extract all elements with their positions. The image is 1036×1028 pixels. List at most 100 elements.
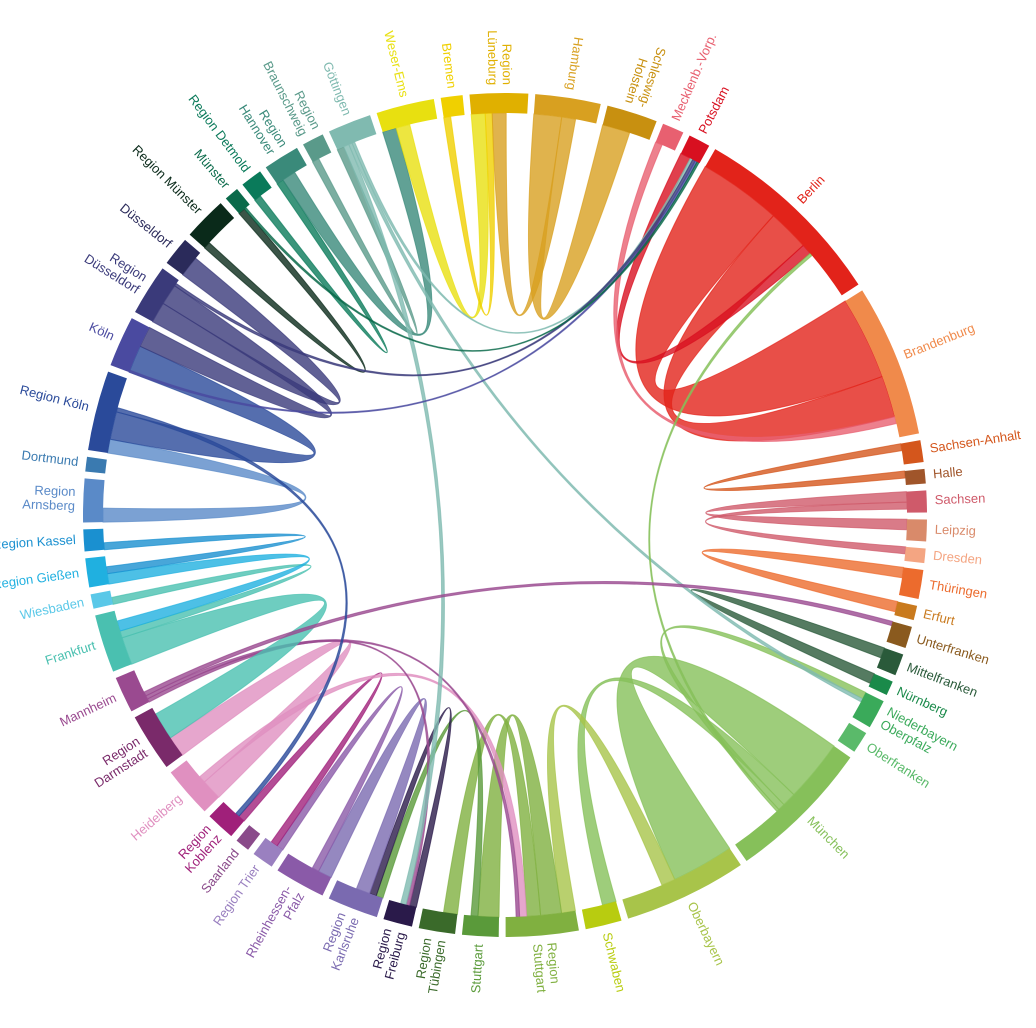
segment-arc: [328, 115, 377, 150]
label-line: Mannheim: [57, 690, 118, 729]
segment-label: RegionKarlsruhe: [315, 910, 362, 972]
label-line: Wiesbaden: [19, 595, 86, 623]
label-line: Stuttgart: [530, 943, 549, 994]
segment-label: Weser-Ems: [381, 29, 412, 99]
segment-arc: [894, 601, 918, 621]
chord-ribbon: [368, 707, 452, 908]
label-line: Frankfurt: [43, 638, 97, 668]
label-line: Dortmund: [21, 448, 79, 470]
segment-arc: [735, 746, 851, 862]
label-line: Unterfranken: [915, 632, 991, 668]
segment-arc: [898, 567, 924, 600]
label-line: Sachsen-Anhalt: [929, 427, 1022, 456]
segment-arc: [236, 825, 261, 850]
segment-arc: [876, 647, 904, 676]
label-line: Region: [34, 483, 76, 499]
segment-label: Berlin: [794, 172, 828, 206]
segment-label: RegionStuttgart: [530, 942, 564, 994]
segment-arc: [95, 610, 132, 672]
segment-label: Brandenburg: [901, 321, 976, 363]
label-line: Potsdam: [696, 84, 733, 136]
chord-ribbon: [703, 443, 906, 492]
label-line: Thüringen: [928, 577, 988, 601]
chord-ribbon: [527, 113, 631, 320]
segment-arc: [461, 914, 500, 937]
label-line: München: [804, 813, 852, 861]
chord-ribbon: [343, 143, 445, 906]
segment-arc: [303, 134, 332, 163]
segment-label: Region Kassel: [0, 532, 76, 552]
segment-arc: [852, 692, 884, 728]
label-line: Dresden: [932, 548, 982, 568]
segment-arc: [655, 123, 684, 151]
label-line: Halle: [932, 464, 963, 482]
segment-arc: [242, 171, 272, 201]
segment-label: RegionTübingen: [411, 937, 449, 995]
segment-arc: [868, 673, 893, 696]
segment-arc: [383, 899, 417, 927]
segment-arc: [328, 880, 383, 918]
segment-label: Köln: [87, 319, 117, 343]
segment-label: Schwaben: [599, 931, 628, 994]
segment-label: Dresden: [932, 548, 982, 568]
segment-arc: [680, 135, 710, 164]
chord-ribbon: [115, 407, 348, 818]
segment-label: Oberbayern: [684, 899, 727, 967]
label-line: Arnsberg: [22, 497, 75, 514]
segment-label: Wiesbaden: [19, 595, 86, 623]
segment-arc: [705, 149, 859, 296]
segment-arc: [900, 440, 924, 465]
segment-label: RegionDarmstadt: [84, 734, 151, 791]
segment-arc: [209, 801, 245, 837]
segment-arc: [505, 910, 579, 937]
segment-arc: [906, 519, 927, 542]
label-line: Hamburg: [563, 36, 586, 91]
segment-arc: [440, 95, 465, 118]
segment-arc: [906, 490, 927, 513]
segment-arc: [189, 203, 235, 248]
segment-label: RegionFreiburg: [368, 927, 409, 981]
segment-label: Sachsen-Anhalt: [929, 427, 1022, 456]
segment-arc: [85, 556, 109, 588]
segment-arc: [134, 707, 183, 768]
segment-label: Dortmund: [21, 448, 79, 470]
chord-ribbon: [174, 158, 696, 377]
label-line: Göttingen: [320, 60, 355, 118]
segment-label: Region Gießen: [0, 566, 80, 593]
segment-label: Mannheim: [57, 690, 118, 729]
label-line: Region: [413, 937, 434, 980]
segment-arc: [581, 901, 622, 930]
segment-arc: [904, 546, 926, 564]
label-line: Bremen: [438, 42, 459, 89]
segment-label: Düsseldorf: [117, 201, 175, 252]
chord-ribbon: [128, 160, 698, 414]
label-line: Region: [499, 44, 515, 85]
label-line: Heidelberg: [128, 791, 185, 844]
segment-label: Schleswig-Holstein: [622, 41, 669, 110]
segment-arc: [376, 99, 438, 133]
segment-label: Erfurt: [922, 607, 957, 629]
segment-arc: [253, 837, 283, 867]
segment-arc: [845, 290, 920, 438]
segment-arc: [886, 621, 912, 648]
segment-arc: [170, 760, 219, 812]
label-line: Weser-Ems: [381, 29, 412, 99]
label-line: Region Gießen: [0, 566, 80, 593]
segment-label: Rheinhessen-Pfalz: [243, 883, 308, 967]
segment-arc: [904, 468, 926, 486]
label-line: Lüneburg: [484, 30, 500, 85]
segment-label: RegionLüneburg: [484, 30, 514, 85]
segment-arc: [225, 189, 250, 214]
segment-label: RegionArnsberg: [22, 483, 76, 514]
label-line: Berlin: [794, 172, 828, 206]
segment-label: Frankfurt: [43, 638, 97, 668]
segment-label: Hamburg: [563, 36, 586, 91]
chord-ribbon: [145, 639, 521, 918]
segment-arc: [115, 670, 150, 712]
label-line: Rheinhessen-: [243, 883, 295, 960]
segment-label: Potsdam: [696, 84, 733, 136]
segment-label: Heidelberg: [128, 791, 185, 844]
segment-arc: [622, 848, 741, 919]
label-line: Leipzig: [934, 522, 976, 538]
segment-arc: [418, 908, 458, 935]
